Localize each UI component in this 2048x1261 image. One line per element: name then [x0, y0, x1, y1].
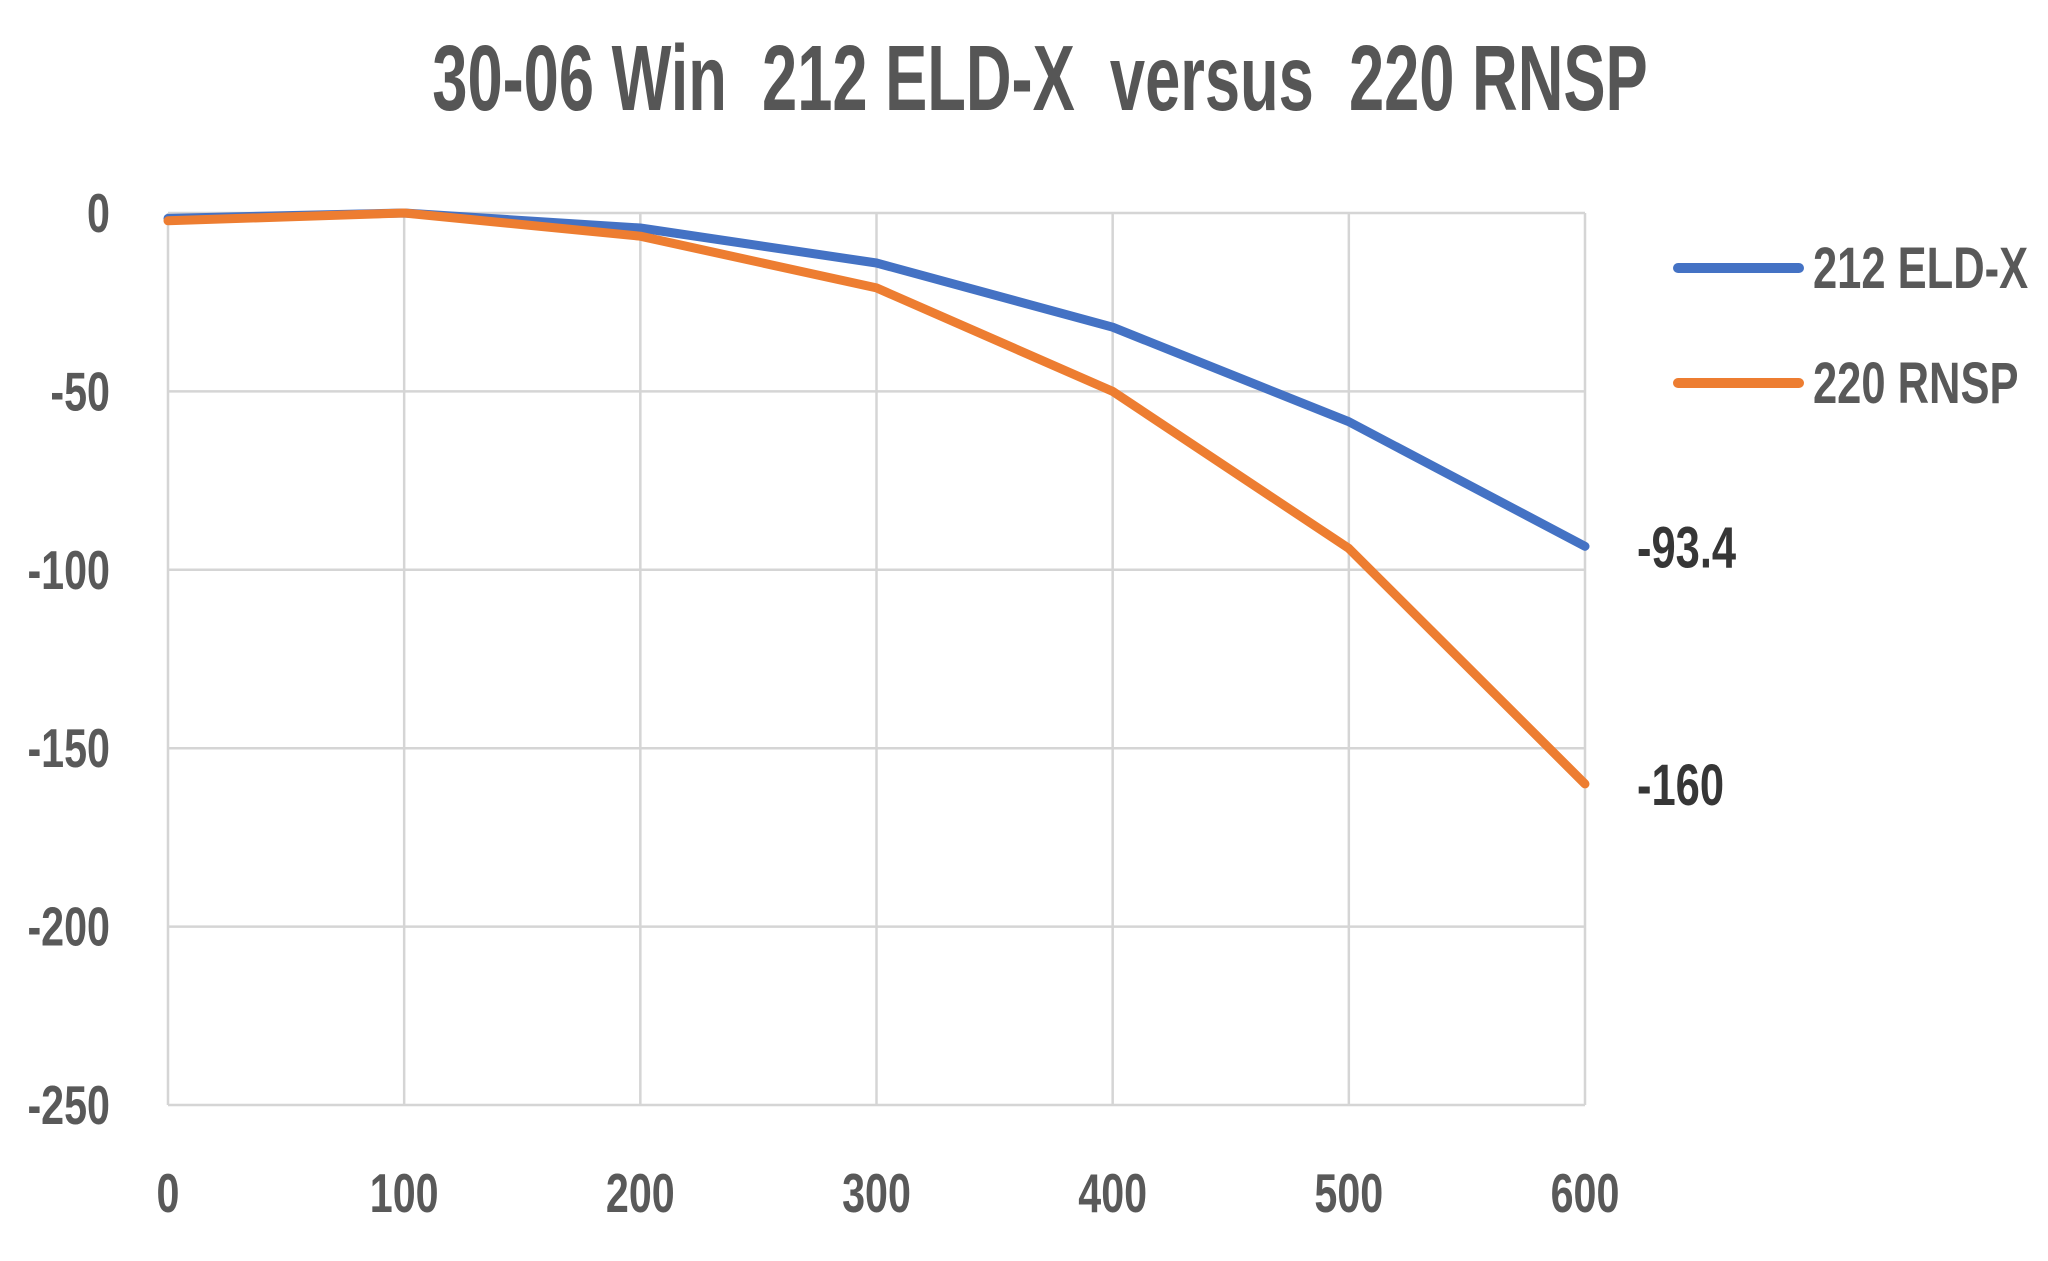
y-tick-label: -50	[50, 362, 110, 423]
y-tick-label: -100	[27, 540, 110, 601]
y-tick-label: -200	[27, 897, 110, 958]
series-end-label-220-rnsp: -160	[1637, 753, 1724, 817]
legend-label-212-eld-x: 212 ELD-X	[1813, 236, 2028, 300]
x-tick-label: 500	[1314, 1163, 1383, 1224]
series-end-label-212-eld-x: -93.4	[1637, 515, 1737, 579]
x-tick-label: 300	[842, 1163, 911, 1224]
x-tick-label: 600	[1551, 1163, 1620, 1224]
x-tick-label: 0	[157, 1163, 180, 1224]
y-tick-label: 0	[87, 183, 110, 244]
legend-label-220-rnsp: 220 RNSP	[1813, 351, 2018, 415]
chart-title: 30-06 Win 212 ELD-X versus 220 RNSP	[432, 26, 1647, 130]
series-line-220-rnsp	[163, 208, 1590, 789]
y-tick-label: -250	[27, 1075, 110, 1136]
x-tick-label: 400	[1078, 1163, 1147, 1224]
x-tick-label: 200	[606, 1163, 675, 1224]
x-tick-label: 100	[370, 1163, 439, 1224]
y-tick-label: -150	[27, 719, 110, 780]
